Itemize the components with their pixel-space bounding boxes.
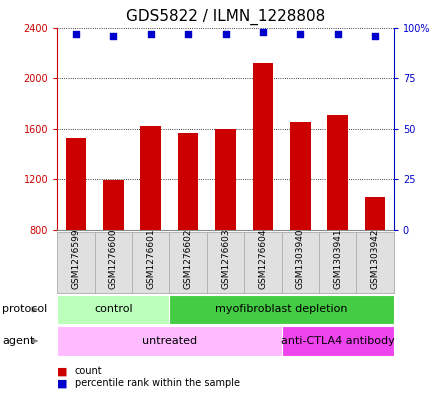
Text: anti-CTLA4 antibody: anti-CTLA4 antibody [281,336,395,346]
Text: agent: agent [2,336,35,346]
Bar [290,122,311,230]
Point [222,30,229,37]
Bar [215,129,236,230]
Point [73,30,80,37]
Bar [365,197,385,230]
Text: GSM1303942: GSM1303942 [370,228,380,289]
Text: control: control [94,305,132,314]
Text: ■: ■ [57,366,68,376]
Text: percentile rank within the sample: percentile rank within the sample [75,378,240,388]
Bar [327,115,348,230]
Point [147,30,154,37]
Text: untreated: untreated [142,336,197,346]
Text: GSM1276602: GSM1276602 [183,228,193,289]
Text: GSM1276600: GSM1276600 [109,228,118,289]
Point [334,30,341,37]
Title: GDS5822 / ILMN_1228808: GDS5822 / ILMN_1228808 [126,9,325,25]
Bar [140,126,161,230]
Text: count: count [75,366,103,376]
Text: protocol: protocol [2,305,48,314]
Text: GSM1276601: GSM1276601 [146,228,155,289]
Point [372,33,379,39]
Text: myofibroblast depletion: myofibroblast depletion [215,305,348,314]
Point [297,30,304,37]
Bar [178,132,198,230]
Text: ■: ■ [57,378,68,388]
Point [110,33,117,39]
Text: GSM1303940: GSM1303940 [296,228,305,289]
Text: GSM1303941: GSM1303941 [333,228,342,289]
Bar [103,180,124,230]
Bar [66,138,86,230]
Point [185,30,192,37]
Text: GSM1276603: GSM1276603 [221,228,230,289]
Bar [253,63,273,230]
Text: GSM1276604: GSM1276604 [258,228,268,289]
Text: GSM1276599: GSM1276599 [71,228,81,289]
Point [260,28,267,35]
